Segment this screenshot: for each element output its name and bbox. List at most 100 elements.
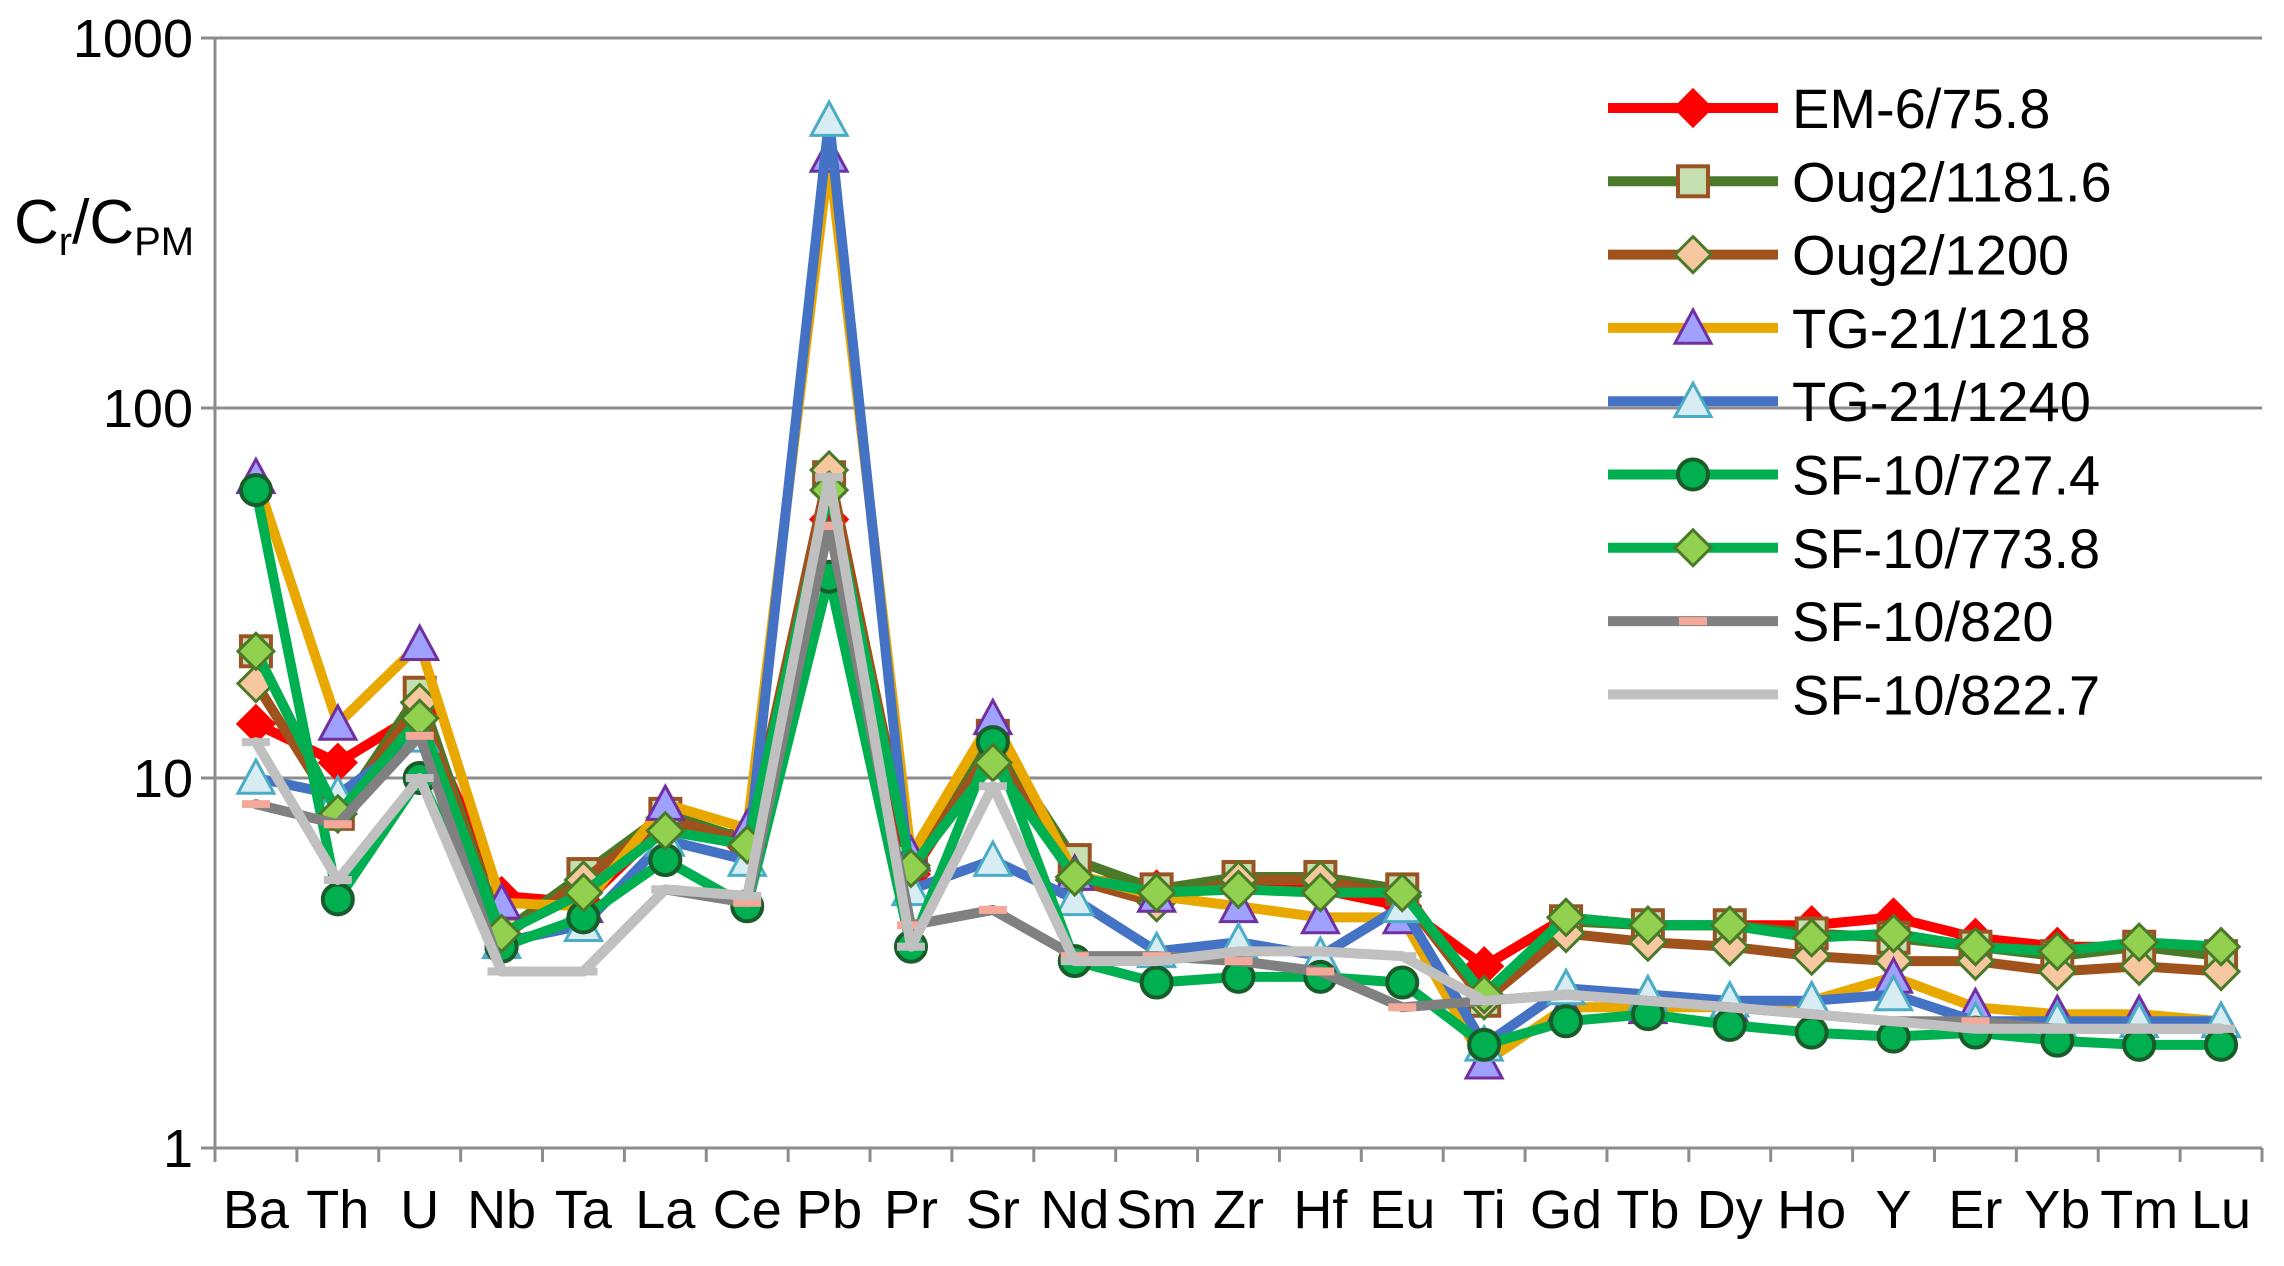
data-point-Eu (1385, 965, 1420, 1000)
data-point-U (405, 774, 434, 782)
legend-marker (1672, 87, 1714, 129)
y-axis-label-main: C (14, 188, 59, 257)
x-tick-label-Sr: Sr (966, 1180, 1020, 1240)
data-point-Hf (1300, 872, 1341, 913)
y-axis-label: Cr/CPM (14, 188, 194, 264)
data-point-Er (1961, 1017, 1990, 1026)
data-point-Pb (815, 521, 844, 530)
data-point-Ba (238, 473, 273, 508)
y-axis-label-sep: /C (72, 188, 134, 257)
series-SF-10/822.7 (241, 472, 2236, 1034)
data-point-Gd (1545, 897, 1587, 938)
data-point-Ta (563, 872, 604, 913)
legend-marker (1679, 617, 1707, 626)
legend-marker (1672, 380, 1714, 418)
x-tick-label-Er: Er (1948, 1180, 2002, 1240)
legend-entry: TG-21/1240 (1608, 370, 2091, 433)
x-tick-label-U: U (400, 1180, 439, 1240)
data-point-Ce (733, 898, 762, 907)
y-axis-label-sub2: PM (134, 220, 194, 264)
data-point-Eu (1388, 1003, 1417, 1012)
y-tick-label: 1 (163, 1119, 193, 1179)
data-point-Ho (1794, 1015, 1829, 1050)
data-point-Th (323, 876, 352, 885)
data-point-Tm (2119, 946, 2160, 987)
legend-marker (1676, 164, 1710, 199)
data-point-Eu (1388, 952, 1417, 961)
data-point-Sm (1136, 872, 1177, 913)
data-point-U (405, 731, 434, 740)
data-point-Tb (1627, 905, 1669, 946)
data-point-Hf (1299, 896, 1341, 935)
data-point-Sm (1142, 957, 1171, 966)
data-point-Ti (1467, 1027, 1502, 1062)
data-point-Ti (1470, 996, 1499, 1005)
y-axis-label-sub1: r (59, 220, 72, 264)
series-layer (235, 98, 2242, 1080)
legend-entry: Oug2/1200 (1608, 224, 2069, 287)
data-point-Hf (1306, 967, 1335, 976)
y-tick-label: 10 (133, 749, 193, 809)
legend-label: TG-21/1218 (1792, 297, 2091, 360)
data-point-Sr (972, 742, 1013, 783)
data-point-Pr (896, 942, 925, 951)
y-tick-label: 1000 (73, 9, 193, 69)
legend-label: SF-10/822.7 (1792, 663, 2100, 726)
series-SF-10/773.8 (235, 469, 2242, 1015)
data-point-Er (1955, 926, 1996, 967)
label-layer: 1 10 100 1000 Ba Th U Nb Ta La Ce Pb Pr Sr Nd Sm Zr Hf Eu T… (14, 9, 2251, 1240)
data-point-Zr (1224, 957, 1253, 966)
data-point-Lu (2204, 1027, 2239, 1062)
y-tick-label: 100 (103, 379, 193, 439)
axis-layer (201, 36, 2264, 1162)
data-point-La (651, 885, 680, 894)
data-point-Yb (2043, 1024, 2072, 1033)
data-point-Hf (1306, 947, 1335, 956)
data-point-Sr (978, 905, 1007, 914)
data-point-Tm (2125, 1024, 2154, 1033)
data-point-Zr (1224, 947, 1253, 956)
legend-marker (1676, 457, 1710, 492)
x-tick-label-Yb: Yb (2024, 1180, 2090, 1240)
x-tick-label-Pb: Pb (796, 1180, 862, 1240)
x-tick-label-Dy: Dy (1697, 1180, 1763, 1240)
x-tick-label-Gd: Gd (1530, 1180, 1602, 1240)
x-tick-label-Lu: Lu (2191, 1180, 2251, 1240)
x-tick-label-Tm: Tm (2100, 1180, 2178, 1240)
data-point-Ba (235, 631, 277, 672)
data-point-Th (317, 702, 359, 741)
data-point-Pb (815, 473, 844, 482)
data-point-Tm (2122, 1027, 2157, 1062)
data-point-Zr (1218, 869, 1259, 910)
legend-label: SF-10/773.8 (1792, 517, 2100, 580)
legend-label: Oug2/1181.6 (1792, 150, 2112, 213)
data-point-Lu (2200, 926, 2242, 967)
data-point-Sr (978, 782, 1007, 791)
legend-entry: SF-10/773.8 (1608, 517, 2100, 580)
data-point-La (645, 810, 686, 851)
legend-entry: SF-10/727.4 (1608, 444, 2100, 507)
legend-label: SF-10/820 (1792, 590, 2054, 653)
data-point-Ho (1797, 1010, 1826, 1019)
legend-label: SF-10/727.4 (1792, 444, 2100, 507)
data-point-Tm (2119, 922, 2160, 963)
x-tick-label-Pr: Pr (884, 1180, 938, 1240)
legend-label: Oug2/1200 (1792, 224, 2069, 287)
data-point-Sm (1139, 965, 1174, 1000)
data-point-Pb (808, 98, 850, 137)
legend-entry: SF-10/820 (1608, 590, 2054, 653)
legend-marker (1672, 234, 1714, 275)
x-tick-label-Zr: Zr (1213, 1180, 1264, 1240)
x-tick-label-Ce: Ce (713, 1180, 782, 1240)
data-point-Nb (487, 967, 516, 976)
legend-label: TG-21/1240 (1792, 370, 2091, 433)
x-tick-label-Ti: Ti (1463, 1180, 1506, 1240)
data-point-Nd (1054, 856, 1095, 898)
legend-marker (1672, 527, 1714, 568)
data-point-Nd (1054, 878, 1096, 917)
data-point-Dy (1709, 926, 1750, 967)
data-point-Gd (1549, 1004, 1584, 1039)
data-point-Y (1873, 913, 1914, 954)
